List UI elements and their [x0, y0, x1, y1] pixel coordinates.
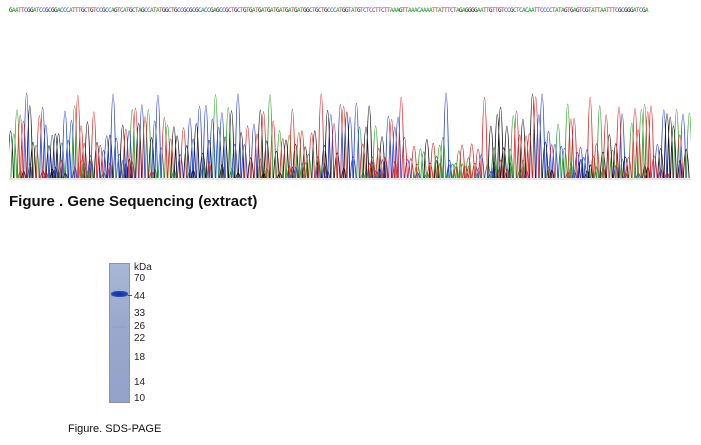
marker-label-14: 14 [134, 377, 146, 388]
marker-label-22: 22 [134, 333, 146, 344]
sequencing-figure-caption: Figure . Gene Sequencing (extract) [9, 193, 258, 210]
marker-label-18: 18 [134, 352, 146, 363]
chromatogram-trace [9, 92, 691, 180]
faint-band [112, 326, 127, 328]
marker-label-26: 26 [134, 321, 146, 332]
marker-label-10: 10 [134, 393, 146, 404]
band-marker-tick [128, 295, 132, 296]
trace-t [16, 93, 684, 179]
marker-label-33: 33 [134, 308, 146, 319]
sds-page-figure-caption: Figure. SDS-PAGE [68, 423, 162, 435]
sequence-readout: GAATTCGGATCCGCGGACCCATTTGCTGTCCGCCAGTCAT… [9, 7, 649, 14]
sds-page-gel-lane [109, 263, 130, 403]
marker-label-44: 44 [134, 291, 146, 302]
marker-label-70: 70 [134, 273, 146, 284]
kda-unit-label: kDa [134, 262, 152, 273]
protein-band [111, 291, 128, 297]
